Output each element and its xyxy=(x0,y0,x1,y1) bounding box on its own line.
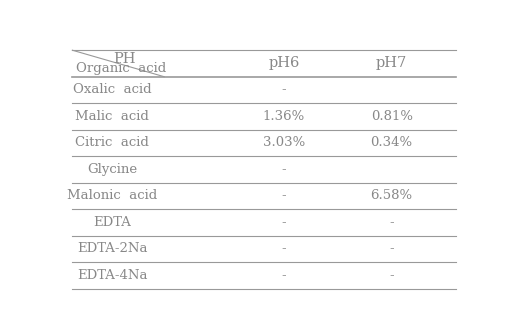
Text: pH7: pH7 xyxy=(376,57,407,71)
Text: 3.03%: 3.03% xyxy=(263,137,305,150)
Text: Malonic  acid: Malonic acid xyxy=(67,189,158,202)
Text: EDTA: EDTA xyxy=(93,216,131,229)
Text: -: - xyxy=(282,163,286,176)
Text: pH6: pH6 xyxy=(268,57,300,71)
Text: EDTA-2Na: EDTA-2Na xyxy=(77,242,147,255)
Text: -: - xyxy=(282,242,286,255)
Text: -: - xyxy=(389,242,394,255)
Text: Oxalic  acid: Oxalic acid xyxy=(73,84,151,97)
Text: Glycine: Glycine xyxy=(87,163,138,176)
Text: -: - xyxy=(389,269,394,282)
Text: -: - xyxy=(282,269,286,282)
Text: Organic  acid: Organic acid xyxy=(76,62,166,75)
Text: Citric  acid: Citric acid xyxy=(75,137,149,150)
Text: 6.58%: 6.58% xyxy=(371,189,413,202)
Text: 1.36%: 1.36% xyxy=(263,110,305,123)
Text: Malic  acid: Malic acid xyxy=(75,110,149,123)
Text: 0.81%: 0.81% xyxy=(371,110,413,123)
Text: 0.34%: 0.34% xyxy=(371,137,413,150)
Text: -: - xyxy=(282,189,286,202)
Text: -: - xyxy=(282,84,286,97)
Text: EDTA-4Na: EDTA-4Na xyxy=(77,269,147,282)
Text: -: - xyxy=(389,216,394,229)
Text: PH: PH xyxy=(113,52,135,66)
Text: -: - xyxy=(282,216,286,229)
